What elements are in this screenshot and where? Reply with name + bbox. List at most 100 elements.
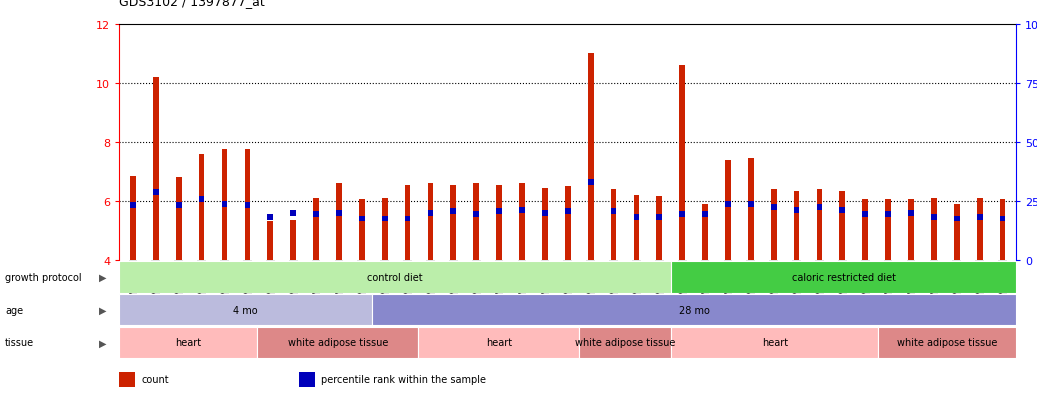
Bar [702, 211, 708, 218]
Bar [520, 184, 525, 260]
Bar [497, 209, 502, 215]
Bar [588, 179, 593, 185]
Bar [611, 190, 616, 260]
Bar [565, 187, 570, 260]
Bar [359, 200, 365, 260]
Bar [473, 184, 479, 260]
Bar [313, 211, 319, 218]
Bar [748, 159, 754, 260]
Bar [878, 327, 1016, 358]
Text: tissue: tissue [5, 337, 34, 348]
Bar [222, 202, 227, 207]
Text: white adipose tissue: white adipose tissue [287, 337, 388, 348]
Bar [886, 211, 891, 218]
Text: 4 mo: 4 mo [233, 305, 258, 315]
Bar [427, 184, 433, 260]
Bar [427, 210, 433, 216]
Bar [359, 216, 365, 222]
Text: white adipose tissue: white adipose tissue [576, 337, 675, 348]
Bar [450, 209, 456, 215]
Bar [130, 176, 136, 260]
Bar [290, 221, 296, 260]
Text: white adipose tissue: white adipose tissue [897, 337, 998, 348]
Bar [580, 327, 671, 358]
Bar [473, 211, 479, 218]
Bar [336, 184, 342, 260]
Bar [725, 202, 731, 207]
Bar [954, 216, 959, 222]
Bar [450, 185, 456, 260]
Bar [748, 202, 754, 207]
Bar [404, 216, 411, 222]
Text: GDS3102 / 1397877_at: GDS3102 / 1397877_at [119, 0, 265, 8]
Bar [725, 160, 731, 260]
Bar [176, 178, 181, 260]
Text: heart: heart [175, 337, 201, 348]
Bar [119, 372, 136, 387]
Bar [1000, 200, 1006, 260]
Bar [908, 200, 914, 260]
Bar [257, 327, 418, 358]
Bar [130, 203, 136, 209]
Text: ▶: ▶ [100, 305, 107, 315]
Text: heart: heart [762, 337, 788, 348]
Bar [702, 204, 708, 260]
Text: control diet: control diet [367, 272, 423, 282]
Bar [588, 54, 593, 260]
Bar [245, 203, 250, 209]
Bar [656, 197, 663, 260]
Bar [542, 188, 548, 260]
Bar [336, 210, 342, 216]
Text: caloric restricted diet: caloric restricted diet [792, 272, 896, 282]
Text: ▶: ▶ [100, 272, 107, 282]
Bar [634, 195, 639, 260]
Bar [931, 215, 936, 221]
Text: count: count [142, 374, 169, 385]
Bar [299, 372, 315, 387]
Bar [199, 154, 204, 260]
Bar [816, 190, 822, 260]
Bar [679, 211, 685, 218]
Bar [671, 327, 878, 358]
Bar [382, 216, 388, 222]
Bar [153, 78, 159, 260]
Bar [977, 198, 982, 260]
Bar [931, 198, 936, 260]
Bar [245, 150, 250, 260]
Bar [908, 210, 914, 216]
Bar [372, 294, 1016, 325]
Text: growth protocol: growth protocol [5, 272, 82, 282]
Bar [497, 185, 502, 260]
Bar [816, 204, 822, 210]
Bar [176, 203, 181, 209]
Bar [199, 197, 204, 203]
Text: heart: heart [485, 337, 512, 348]
Bar [679, 66, 685, 260]
Bar [119, 262, 671, 293]
Text: ▶: ▶ [100, 337, 107, 348]
Bar [119, 327, 257, 358]
Bar [1000, 216, 1006, 222]
Bar [793, 207, 800, 213]
Bar [793, 191, 800, 260]
Bar [382, 198, 388, 260]
Bar [886, 200, 891, 260]
Bar [313, 198, 319, 260]
Bar [404, 185, 411, 260]
Bar [977, 215, 982, 221]
Bar [863, 200, 868, 260]
Text: 28 mo: 28 mo [679, 305, 709, 315]
Bar [656, 215, 663, 221]
Bar [290, 210, 296, 216]
Bar [268, 222, 273, 260]
Text: percentile rank within the sample: percentile rank within the sample [321, 374, 486, 385]
Bar [153, 190, 159, 195]
Bar [565, 209, 570, 215]
Bar [611, 209, 616, 215]
Text: age: age [5, 305, 23, 315]
Bar [268, 215, 273, 221]
Bar [222, 150, 227, 260]
Bar [770, 190, 777, 260]
Bar [542, 210, 548, 216]
Bar [520, 207, 525, 213]
